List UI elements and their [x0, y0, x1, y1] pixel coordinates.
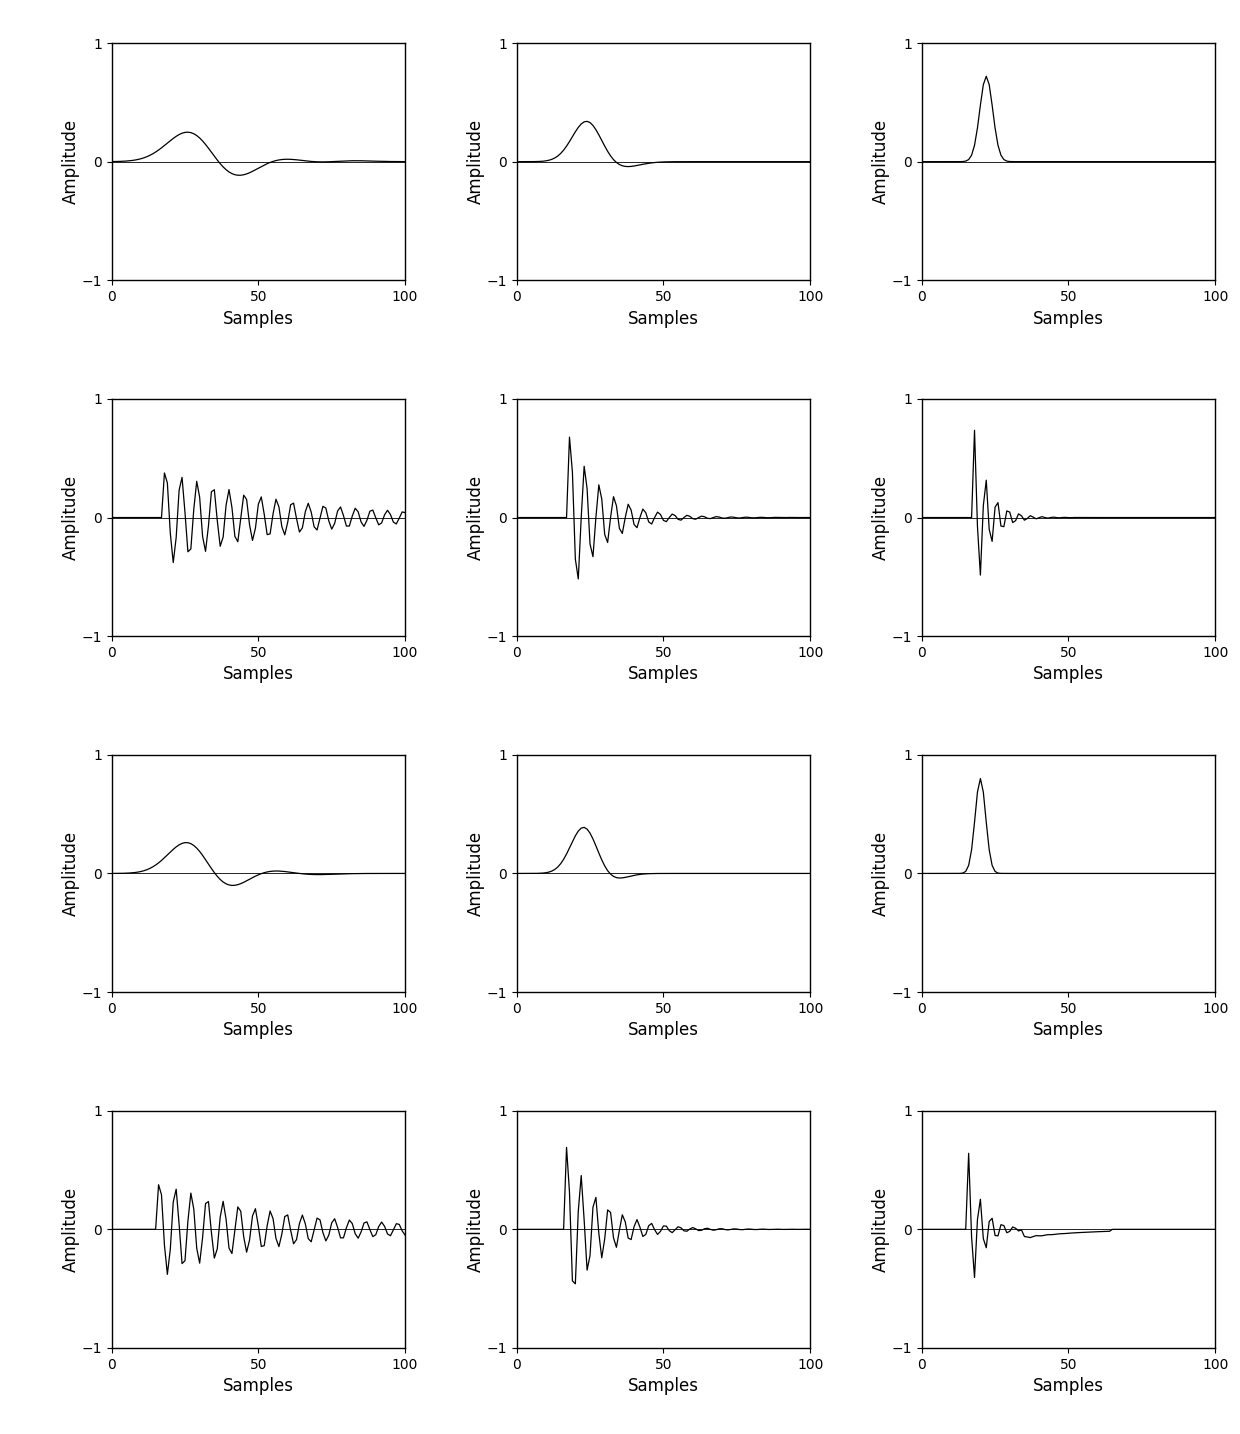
X-axis label: Samples: Samples	[223, 1377, 294, 1395]
Y-axis label: Amplitude: Amplitude	[62, 475, 81, 561]
Y-axis label: Amplitude: Amplitude	[467, 119, 485, 204]
X-axis label: Samples: Samples	[627, 310, 699, 327]
X-axis label: Samples: Samples	[1033, 1021, 1104, 1040]
X-axis label: Samples: Samples	[223, 665, 294, 684]
Y-axis label: Amplitude: Amplitude	[62, 1187, 81, 1272]
Y-axis label: Amplitude: Amplitude	[62, 830, 81, 916]
Y-axis label: Amplitude: Amplitude	[467, 1187, 485, 1272]
Y-axis label: Amplitude: Amplitude	[467, 475, 485, 561]
X-axis label: Samples: Samples	[627, 1021, 699, 1040]
Y-axis label: Amplitude: Amplitude	[467, 830, 485, 916]
Y-axis label: Amplitude: Amplitude	[872, 830, 890, 916]
Y-axis label: Amplitude: Amplitude	[872, 119, 890, 204]
X-axis label: Samples: Samples	[223, 1021, 294, 1040]
X-axis label: Samples: Samples	[1033, 1377, 1104, 1395]
X-axis label: Samples: Samples	[1033, 310, 1104, 327]
X-axis label: Samples: Samples	[627, 1377, 699, 1395]
X-axis label: Samples: Samples	[223, 310, 294, 327]
Y-axis label: Amplitude: Amplitude	[62, 119, 81, 204]
Y-axis label: Amplitude: Amplitude	[872, 1187, 890, 1272]
X-axis label: Samples: Samples	[627, 665, 699, 684]
X-axis label: Samples: Samples	[1033, 665, 1104, 684]
Y-axis label: Amplitude: Amplitude	[872, 475, 890, 561]
